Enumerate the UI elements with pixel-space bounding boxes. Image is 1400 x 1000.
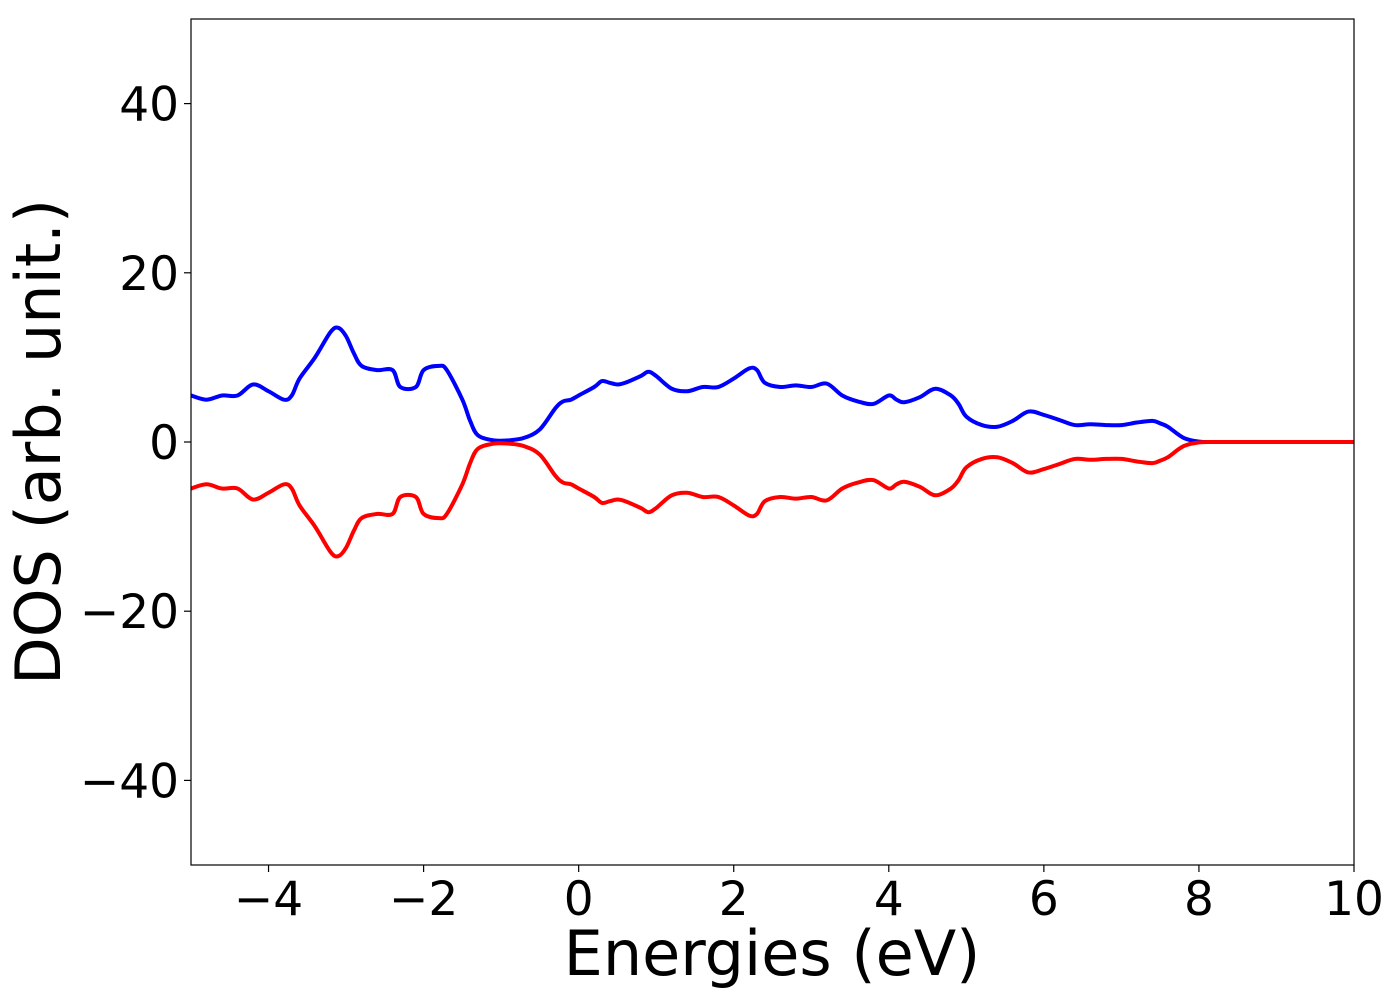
x-tick-label: −2 [389, 872, 458, 927]
y-tick-label: 0 [149, 416, 179, 471]
y-tick-label: −20 [80, 585, 179, 640]
y-axis-ticks: −40 −20 0 20 40 [80, 78, 191, 809]
plot-frame [190, 18, 1355, 866]
y-tick-label: −40 [80, 754, 179, 809]
x-tick-label: 10 [1324, 872, 1384, 927]
y-tick-label: 40 [119, 78, 179, 133]
x-axis-label: Energies (eV) [564, 917, 981, 990]
x-tick-label: 2 [719, 872, 749, 927]
y-tick-label: 20 [119, 247, 179, 302]
x-tick-label: 8 [1184, 872, 1214, 927]
x-tick-label: 0 [564, 872, 594, 927]
series-layer [190, 325, 1354, 559]
x-axis-ticks: −4 −2 0 2 4 6 8 10 [234, 865, 1384, 927]
series-line-blue [190, 325, 1354, 445]
series-line-red [190, 439, 1354, 559]
y-axis-label: DOS (arb. unit.) [2, 199, 75, 685]
x-tick-label: −4 [234, 872, 303, 927]
x-tick-label: 6 [1029, 872, 1059, 927]
x-tick-label: 4 [874, 872, 904, 927]
